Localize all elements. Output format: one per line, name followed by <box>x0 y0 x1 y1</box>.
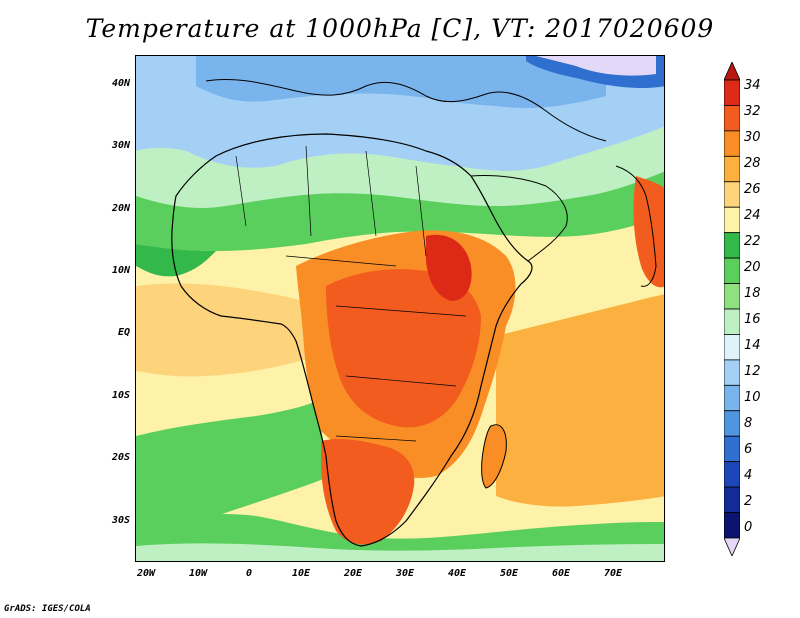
lat-label-40n: 40N <box>111 78 130 89</box>
colorbar-label-32: 32 <box>744 104 761 119</box>
colorbar-segment <box>724 410 740 437</box>
lon-label-60e: 60E <box>551 568 571 579</box>
africa-coastline <box>171 133 533 547</box>
colorbar-segment <box>724 435 740 463</box>
india-coastline <box>615 165 657 287</box>
colorbar-segment <box>724 155 740 183</box>
hot-region-south <box>321 438 415 545</box>
colorbar <box>724 62 740 556</box>
country-borders <box>235 145 467 442</box>
lat-label-30n: 30N <box>111 140 130 151</box>
colorbar-segment <box>724 257 740 284</box>
colorbar-label-12: 12 <box>744 364 761 379</box>
lon-label-40e: 40E <box>447 568 467 579</box>
lat-label-10n: 10N <box>111 265 130 276</box>
temperature-map <box>135 55 665 562</box>
cold-region-europe <box>196 56 606 108</box>
lon-label-10w: 10W <box>188 568 208 579</box>
colorbar-label-18: 18 <box>744 286 761 301</box>
lat-label-eq: EQ <box>117 327 130 338</box>
lon-label-30e: 30E <box>395 568 415 579</box>
colorbar-label-20: 20 <box>744 260 761 275</box>
colorbar-segment <box>724 79 740 106</box>
lat-label-20n: 20N <box>111 203 130 214</box>
lon-label-0: 0 <box>245 568 253 579</box>
colorbar-segment <box>724 359 740 386</box>
hot-region-india <box>633 176 664 288</box>
lon-label-20w: 20W <box>136 568 156 579</box>
colorbar-segment <box>724 486 740 513</box>
lon-label-20e: 20E <box>343 568 363 579</box>
colorbar-segment <box>724 105 740 132</box>
colorbar-label-22: 22 <box>744 234 761 249</box>
coldest-region <box>536 56 656 76</box>
temperature-field <box>136 56 664 561</box>
colorbar-label-28: 28 <box>744 156 761 171</box>
europe-coastline <box>205 78 607 142</box>
madagascar <box>481 424 507 489</box>
colorbar-segment <box>724 232 740 259</box>
colorbar-segment <box>724 512 740 539</box>
colorbar-segment <box>724 334 740 361</box>
colorbar-label-2: 2 <box>744 494 753 509</box>
southern-ocean-cool <box>136 543 664 561</box>
lon-label-50e: 50E <box>499 568 519 579</box>
colorbar-label-0: 0 <box>744 520 753 535</box>
lon-label-70e: 70E <box>603 568 623 579</box>
colorbar-label-26: 26 <box>744 182 761 197</box>
colorbar-segment <box>724 283 740 310</box>
lat-label-10s: 10S <box>111 390 130 401</box>
lon-label-10e: 10E <box>291 568 311 579</box>
indian-ocean-warm <box>496 294 664 507</box>
hottest-region-east <box>426 234 472 301</box>
colorbar-segment <box>724 206 740 234</box>
tropical-atlantic-warm <box>136 283 316 377</box>
green-band-sahel <box>136 171 664 251</box>
lat-label-30s: 30S <box>111 515 130 526</box>
colorbar-label-16: 16 <box>744 312 761 327</box>
map-title: Temperature at 1000hPa [C], VT: 20170206… <box>85 14 715 43</box>
colorbar-segment <box>724 384 740 412</box>
colorbar-label-6: 6 <box>744 442 753 457</box>
lat-label-20s: 20S <box>111 452 130 463</box>
atlantic-green-patch <box>136 244 216 277</box>
colorbar-segment <box>724 308 740 335</box>
colorbar-label-10: 10 <box>744 390 761 405</box>
colorbar-label-8: 8 <box>744 416 753 431</box>
colorbar-label-34: 34 <box>744 78 761 93</box>
south-atlantic-green <box>136 401 331 541</box>
colorbar-label-14: 14 <box>744 338 761 353</box>
arabia-coastline <box>470 175 568 262</box>
colorbar-label-30: 30 <box>744 130 761 145</box>
credit-label: GrADS: IGES/COLA <box>4 604 91 614</box>
colorbar-label-4: 4 <box>744 468 753 483</box>
colorbar-over-triangle <box>724 62 740 81</box>
colorbar-segment <box>724 461 740 488</box>
colorbar-segment <box>724 130 740 157</box>
very-hot-region-equatorial <box>326 269 481 428</box>
colorbar-under-triangle <box>724 537 740 556</box>
colorbar-label-24: 24 <box>744 208 761 223</box>
colorbar-segment <box>724 181 740 208</box>
